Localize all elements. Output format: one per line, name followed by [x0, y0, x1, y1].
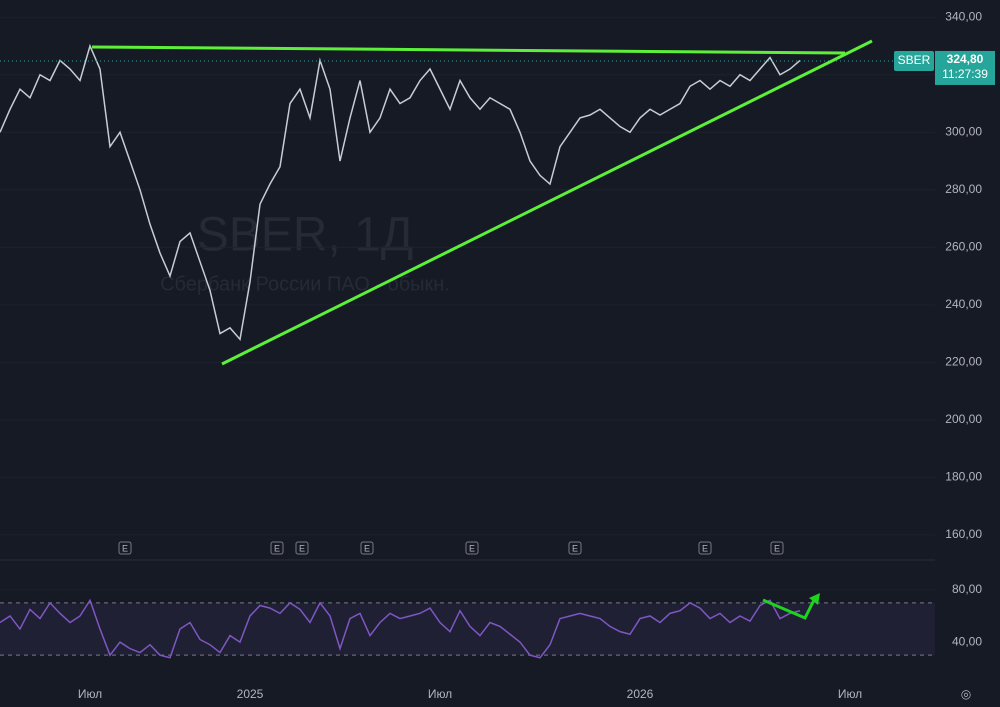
earnings-box [360, 541, 374, 555]
rsi-band [0, 602, 935, 656]
rsi-annotation [762, 597, 817, 620]
earnings-mark: E [299, 543, 305, 553]
y-tick-label: 180,00 [945, 470, 982, 484]
earnings-box [568, 541, 582, 555]
x-tick-label: Июл [78, 687, 102, 701]
symbol-label: SBER [898, 53, 931, 67]
y-tick-label: 340,00 [945, 9, 982, 23]
trend-line [221, 39, 873, 366]
settings-icon[interactable]: ◎ [961, 687, 971, 701]
trend-line [91, 45, 846, 55]
y-tick-label: 160,00 [945, 527, 982, 541]
x-tick-label: 2026 [627, 687, 654, 701]
earnings-box [118, 541, 132, 555]
y-tick-label: 260,00 [945, 239, 982, 253]
last-price-label: 324,80 [947, 52, 984, 66]
x-tick-label: Июл [428, 687, 452, 701]
earnings-mark: E [774, 543, 780, 553]
y-tick-label: 280,00 [945, 182, 982, 196]
earnings-box [295, 541, 309, 555]
y-tick-label: 80,00 [952, 582, 982, 596]
symbol-box [894, 50, 934, 71]
earnings-box [770, 541, 784, 555]
y-tick-label: 220,00 [945, 355, 982, 369]
y-tick-label: 240,00 [945, 297, 982, 311]
earnings-box [465, 541, 479, 555]
y-tick-label: 40,00 [952, 634, 982, 648]
earnings-mark: E [364, 543, 370, 553]
watermark-symbol: SBER, 1Д [197, 209, 414, 262]
series-line [0, 598, 801, 659]
x-tick-label: Июл [838, 687, 862, 701]
y-tick-label: 300,00 [945, 124, 982, 138]
earnings-mark: E [469, 543, 475, 553]
series-line [0, 43, 801, 342]
y-tick-label: 200,00 [945, 412, 982, 426]
plot: 160,00 180,00 200,00 220,00 240,00 260,00 280,… [0, 9, 995, 701]
price-box [935, 50, 995, 85]
x-tick-label: 2025 [237, 687, 264, 701]
earnings-box [698, 541, 712, 555]
arrow-head [809, 593, 820, 605]
watermark-name: Сбербанк России ПАО - обыкн. [160, 273, 450, 295]
earnings-mark: E [122, 543, 128, 553]
earnings-box [270, 541, 284, 555]
earnings-mark: E [702, 543, 708, 553]
earnings-mark: E [572, 543, 578, 553]
earnings-mark: E [274, 543, 280, 553]
countdown: 11:27:39 [942, 67, 988, 81]
